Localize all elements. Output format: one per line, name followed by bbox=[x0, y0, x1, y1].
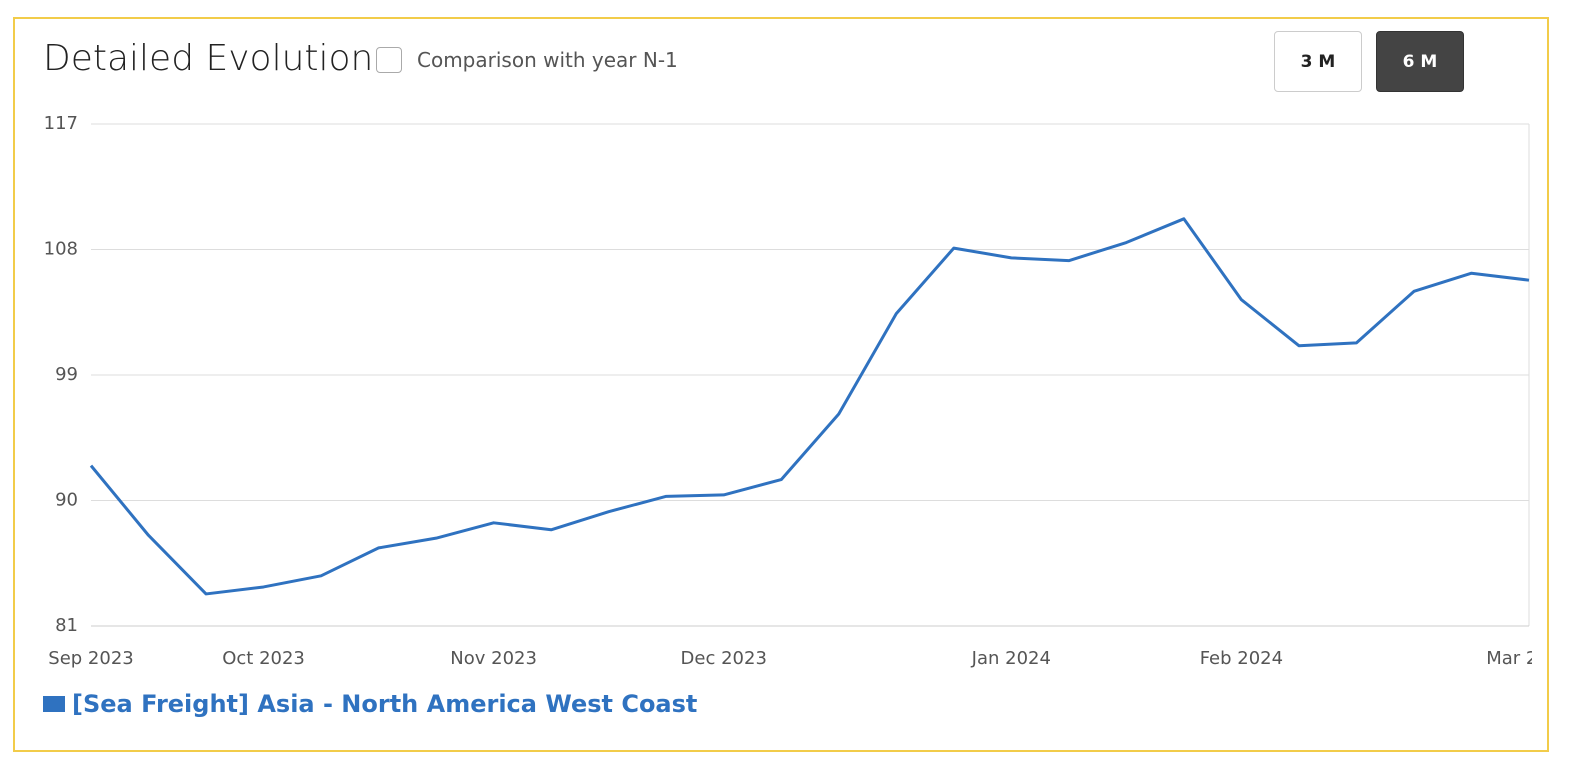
legend-swatch bbox=[43, 696, 65, 712]
x-tick-label: Mar 2024 bbox=[1486, 648, 1572, 669]
range-button[interactable]: 6 M bbox=[1376, 31, 1464, 92]
y-tick-label: 99 bbox=[55, 364, 78, 385]
x-tick-label: Sep 2023 bbox=[48, 648, 133, 669]
chart-title: Detailed Evolution bbox=[43, 38, 374, 79]
legend: [Sea Freight] Asia - North America West … bbox=[43, 690, 697, 718]
x-tick-label: Jan 2024 bbox=[971, 648, 1051, 669]
range-button[interactable]: 3 M bbox=[1274, 31, 1362, 92]
checkbox[interactable] bbox=[376, 47, 402, 73]
legend-label: [Sea Freight] Asia - North America West … bbox=[72, 690, 698, 718]
data-line bbox=[89, 217, 1530, 596]
y-tick-label: 90 bbox=[55, 490, 78, 511]
y-tick-label: 117 bbox=[44, 113, 78, 134]
x-tick-label: Feb 2024 bbox=[1200, 648, 1283, 669]
checkbox-label[interactable]: Comparison with year N-1 bbox=[417, 48, 678, 72]
y-tick-label: 108 bbox=[44, 239, 78, 260]
x-tick-label: Nov 2023 bbox=[450, 648, 537, 669]
panel bbox=[13, 17, 1549, 752]
x-tick-label: Dec 2023 bbox=[681, 648, 767, 669]
x-tick-label: Oct 2023 bbox=[222, 648, 305, 669]
y-tick-label: 81 bbox=[55, 615, 78, 636]
